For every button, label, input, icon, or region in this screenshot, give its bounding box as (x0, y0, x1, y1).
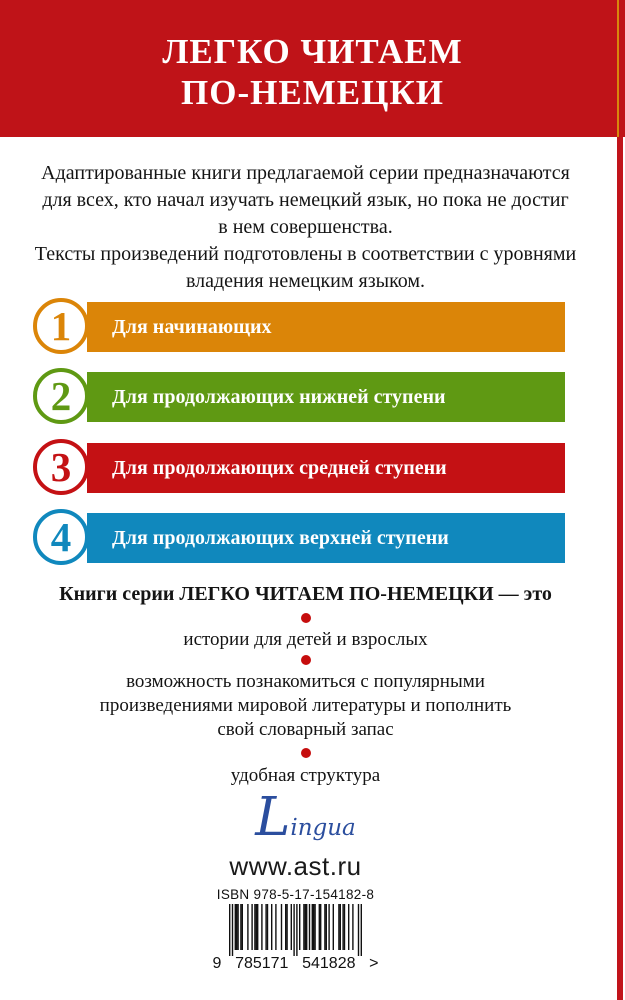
cover-edge-stripe (617, 0, 623, 1000)
level-label: Для продолжающих нижней ступени (112, 386, 446, 408)
intro-line: в нем совершенства. (218, 216, 393, 238)
series-header: ЛЕГКО ЧИТАЕМ ПО-НЕМЕЦКИ (0, 0, 625, 137)
level-number-badge-1: 1 (33, 298, 89, 354)
series-title: ЛЕГКО ЧИТАЕМ ПО-НЕМЕЦКИ (0, 0, 625, 113)
level-number-badge-4: 4 (33, 509, 89, 565)
ean13-barcode (229, 904, 362, 956)
level-bar-1: Для начинающих (87, 302, 565, 352)
intro-line: для всех, кто начал изучать немецкий язы… (42, 189, 569, 211)
header-edge-line (617, 0, 619, 137)
isbn-block: ISBN 978-5-17-154182-8 9 785171 541828 > (0, 887, 591, 973)
series-title-line2: ПО-НЕМЕЦКИ (181, 73, 444, 112)
barcode-digits: 9 785171 541828 > (213, 955, 379, 973)
intro-line: владения немецким языком. (185, 270, 426, 292)
level-bar-2: Для продолжающих нижней ступени (87, 372, 565, 422)
series-heading: Книги серии ЛЕГКО ЧИТАЕМ ПО-НЕМЕЦКИ — эт… (59, 583, 552, 605)
level-label: Для продолжающих средней ступени (112, 457, 447, 479)
bullet-dot-icon (300, 613, 311, 623)
feature-item: удобная структура (230, 765, 381, 786)
barcode-digit-group: 785171 (235, 955, 289, 972)
level-bar-3: Для продолжающих средней ступени (87, 443, 565, 493)
level-label: Для продолжающих верхней ступени (112, 527, 449, 549)
barcode-digit-group: 541828 (302, 955, 356, 972)
intro-line: Тексты произведений подготовлены в соотв… (34, 243, 577, 265)
level-number-badge-2: 2 (33, 368, 89, 424)
lingua-logo-text: Lingua (255, 787, 356, 848)
level-number-badge-3: 3 (33, 439, 89, 495)
intro-line: Адаптированные книги предлагаемой серии … (41, 162, 570, 184)
level-row-4: Для продолжающих верхней ступени 4 (0, 508, 625, 568)
feature-item: истории для детей и взрослых (183, 629, 428, 650)
level-label: Для начинающих (112, 316, 272, 338)
isbn-label: ISBN 978-5-17-154182-8 (216, 887, 375, 902)
series-title-line1: ЛЕГКО ЧИТАЕМ (162, 32, 463, 71)
website-url: www.ast.ru (229, 851, 362, 881)
bullet-dot-icon (300, 655, 311, 665)
level-row-3: Для продолжающих средней ступени 3 (0, 438, 625, 498)
bullet-dot-icon (300, 748, 311, 758)
intro-paragraph: Адаптированные книги предлагаемой серии … (0, 160, 611, 295)
feature-item: возможность познакомиться с популярными … (99, 671, 512, 740)
level-bar-4: Для продолжающих верхней ступени (87, 513, 565, 563)
level-row-2: Для продолжающих нижней ступени 2 (0, 367, 625, 427)
barcode-digit-group: 9 (212, 955, 222, 972)
lingua-publisher-logo: Lingua (0, 786, 611, 849)
barcode-digit-group: > (369, 955, 379, 972)
level-row-1: Для начинающих 1 (0, 297, 625, 357)
